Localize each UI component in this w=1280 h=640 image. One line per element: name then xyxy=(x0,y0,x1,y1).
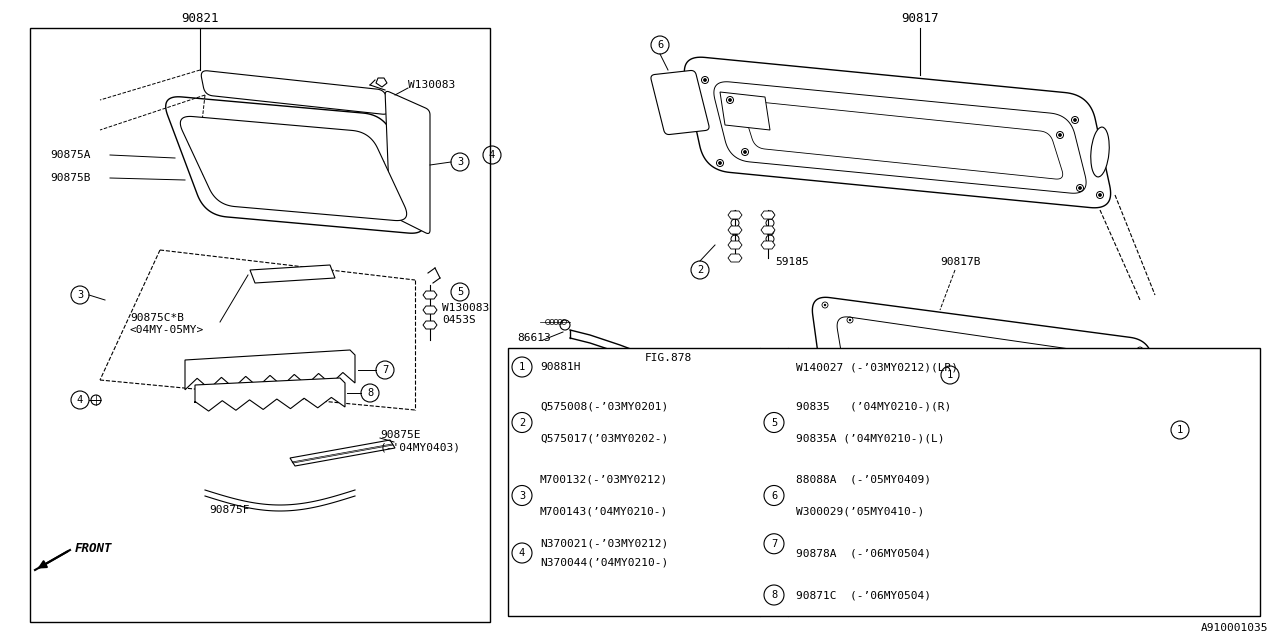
Text: 1: 1 xyxy=(947,370,954,380)
Text: 90878A  (-’06MY0504): 90878A (-’06MY0504) xyxy=(796,548,931,558)
Circle shape xyxy=(1139,349,1142,351)
Text: 4: 4 xyxy=(77,395,83,405)
Polygon shape xyxy=(508,348,1260,616)
Polygon shape xyxy=(813,298,1162,447)
Text: 3: 3 xyxy=(457,157,463,167)
Text: M700143(’04MY0210-): M700143(’04MY0210-) xyxy=(540,507,668,516)
Polygon shape xyxy=(762,211,774,219)
Text: A910001035: A910001035 xyxy=(1201,623,1268,633)
Text: 3: 3 xyxy=(518,490,525,500)
Circle shape xyxy=(744,150,746,154)
Text: 8: 8 xyxy=(367,388,374,398)
Text: W130083: W130083 xyxy=(408,80,456,90)
Text: 7: 7 xyxy=(771,539,777,548)
Text: 90817B: 90817B xyxy=(940,257,980,267)
Circle shape xyxy=(1126,361,1129,364)
Polygon shape xyxy=(762,226,774,234)
Ellipse shape xyxy=(1147,365,1162,420)
Polygon shape xyxy=(652,70,709,134)
Text: 4: 4 xyxy=(518,548,525,558)
Polygon shape xyxy=(728,226,742,234)
Polygon shape xyxy=(180,116,407,221)
Text: 90817: 90817 xyxy=(901,12,938,24)
Polygon shape xyxy=(250,265,335,283)
Polygon shape xyxy=(728,241,742,249)
Text: 1: 1 xyxy=(1176,425,1183,435)
Polygon shape xyxy=(186,350,355,390)
Ellipse shape xyxy=(1091,127,1110,177)
Polygon shape xyxy=(385,92,430,234)
Circle shape xyxy=(849,319,851,321)
Circle shape xyxy=(859,394,861,396)
Text: 6: 6 xyxy=(657,40,663,50)
Text: 8: 8 xyxy=(771,590,777,600)
Polygon shape xyxy=(837,317,1135,433)
Text: 90881H: 90881H xyxy=(540,362,581,372)
Circle shape xyxy=(1140,434,1143,436)
Polygon shape xyxy=(719,92,771,130)
Text: W140027 (-’03MY0212)(LR): W140027 (-’03MY0212)(LR) xyxy=(796,362,957,372)
Text: W300029(’05MY0410-): W300029(’05MY0410-) xyxy=(796,507,924,516)
Polygon shape xyxy=(376,78,387,87)
Text: N370044(’04MY0210-): N370044(’04MY0210-) xyxy=(540,557,668,567)
Text: 5: 5 xyxy=(771,417,777,428)
Polygon shape xyxy=(728,254,742,262)
Text: 0453S: 0453S xyxy=(442,315,476,325)
Text: W130083: W130083 xyxy=(442,303,489,313)
Polygon shape xyxy=(728,211,742,219)
Text: 3: 3 xyxy=(77,290,83,300)
Circle shape xyxy=(1153,444,1156,446)
Polygon shape xyxy=(742,101,1062,179)
Circle shape xyxy=(1074,118,1076,122)
Polygon shape xyxy=(685,57,1111,208)
Text: 5: 5 xyxy=(457,287,463,297)
Polygon shape xyxy=(762,241,774,249)
Text: 90875A: 90875A xyxy=(50,150,91,160)
Text: FRONT: FRONT xyxy=(76,541,113,554)
Text: Q575008(-’03MY0201): Q575008(-’03MY0201) xyxy=(540,401,668,412)
Text: Q575017(’03MY0202-): Q575017(’03MY0202-) xyxy=(540,433,668,444)
Text: FIG.878: FIG.878 xyxy=(645,353,692,363)
Polygon shape xyxy=(422,321,436,329)
Text: 86613: 86613 xyxy=(517,333,550,343)
Polygon shape xyxy=(165,97,424,233)
Text: 4: 4 xyxy=(489,150,495,160)
Polygon shape xyxy=(422,291,436,299)
Text: 1: 1 xyxy=(518,362,525,372)
Polygon shape xyxy=(29,28,490,622)
Text: 90835   (’04MY0210-)(R): 90835 (’04MY0210-)(R) xyxy=(796,401,951,412)
Text: 90875E: 90875E xyxy=(380,430,421,440)
Text: 90875F: 90875F xyxy=(210,505,251,515)
Polygon shape xyxy=(291,440,396,466)
Text: 90821: 90821 xyxy=(182,12,219,24)
Circle shape xyxy=(718,161,722,164)
Polygon shape xyxy=(422,306,436,314)
Text: M700132(-’03MY0212): M700132(-’03MY0212) xyxy=(540,474,668,484)
Circle shape xyxy=(1059,134,1061,136)
Text: 88088A  (-’05MY0409): 88088A (-’05MY0409) xyxy=(796,474,931,484)
Polygon shape xyxy=(201,71,389,114)
Text: 7: 7 xyxy=(381,365,388,375)
Text: 90875C*B: 90875C*B xyxy=(131,313,184,323)
Text: (-'04MY0403): (-'04MY0403) xyxy=(380,442,461,452)
Text: N370021(-’03MY0212): N370021(-’03MY0212) xyxy=(540,539,668,548)
Text: 90835A (’04MY0210-)(L): 90835A (’04MY0210-)(L) xyxy=(796,433,945,444)
Circle shape xyxy=(704,79,707,81)
Circle shape xyxy=(1098,193,1102,196)
Polygon shape xyxy=(714,82,1087,193)
Polygon shape xyxy=(195,378,346,411)
Circle shape xyxy=(838,401,841,403)
Text: 59185: 59185 xyxy=(774,257,809,267)
Circle shape xyxy=(728,99,731,102)
Text: 2: 2 xyxy=(696,265,703,275)
Text: 2: 2 xyxy=(518,417,525,428)
Text: 90875B: 90875B xyxy=(50,173,91,183)
Text: <04MY-05MY>: <04MY-05MY> xyxy=(131,325,205,335)
Text: 90871C  (-’06MY0504): 90871C (-’06MY0504) xyxy=(796,590,931,600)
Circle shape xyxy=(824,304,826,306)
Circle shape xyxy=(1079,186,1082,189)
Text: 6: 6 xyxy=(771,490,777,500)
